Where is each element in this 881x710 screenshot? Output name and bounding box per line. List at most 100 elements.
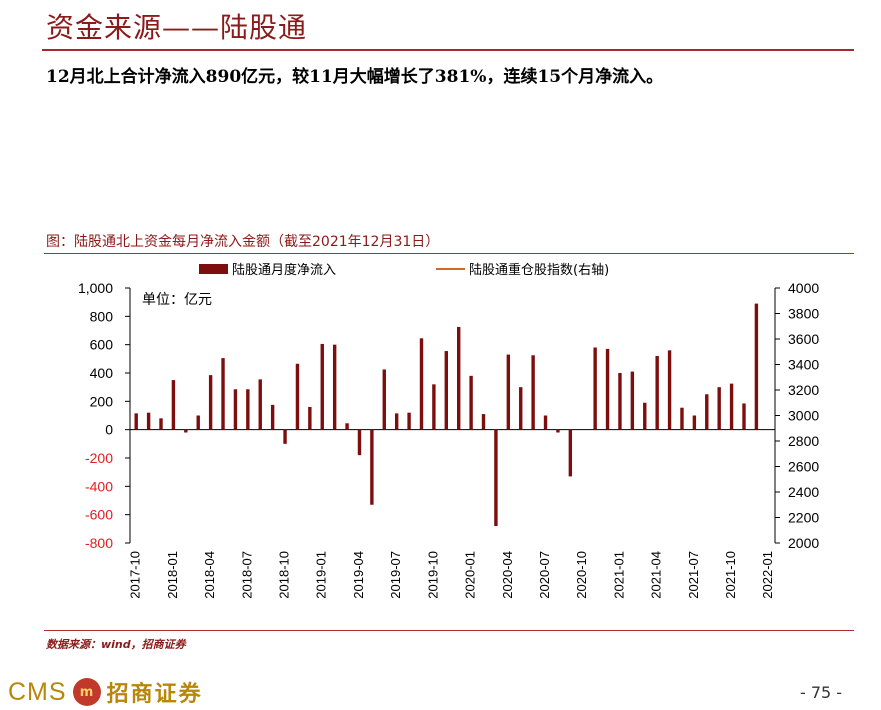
x-tick-label: 2020-01 [463,551,478,599]
logo-mark-icon: m [72,678,101,706]
bar-2021-04 [655,356,659,430]
bar-2020-02 [481,414,486,430]
bar-2021-12 [754,303,759,430]
left-axis-tick-label: -600 [85,507,113,523]
bar-2017-11 [146,412,151,430]
unit-label: 单位：亿元 [142,292,212,308]
legend-item-bar: 陆股通月度净流入 [199,259,336,278]
bar-2018-07 [246,389,250,430]
right-axis-tick-label: 4000 [788,280,819,296]
bar-2018-10 [283,429,287,444]
bar-2021-02 [630,371,635,430]
x-tick-label: 2021-04 [649,551,664,599]
bar-2018-04 [208,375,213,430]
bar-2021-07 [692,415,697,430]
bar-2020-04 [506,354,511,430]
x-tick-label: 2018-04 [202,551,217,599]
right-axis-tick-label: 2400 [788,484,819,500]
x-tick-label: 2022-01 [760,551,775,599]
bar-2021-01 [618,373,622,430]
right-axis-tick-label: 3400 [788,357,819,373]
bar-2018-03 [196,415,200,430]
bar-2019-01 [320,343,324,430]
legend-swatch-bar [199,263,228,274]
bar-2019-07 [394,413,399,430]
page-number: - 75 - [800,683,843,702]
right-axis-tick-label: 3600 [788,331,819,347]
bar-2020-01 [469,375,473,430]
bar-2020-06 [531,355,535,430]
left-axis-tick-label: -800 [85,535,113,551]
bar-2021-08 [705,394,709,430]
left-axis-tick-label: 1,000 [78,280,113,296]
bar-2019-08 [407,412,411,430]
right-axis-tick-label: 2200 [788,510,819,526]
x-tick-label: 2020-04 [500,551,515,599]
bar-2021-03 [643,402,647,430]
left-axis-tick-label: 0 [105,422,113,438]
bar-2020-12 [605,348,610,430]
right-axis-tick-label: 3000 [788,408,819,424]
bar-2019-12 [457,326,461,430]
x-tick-label: 2019-04 [351,551,366,599]
x-tick-label: 2019-07 [388,551,403,599]
bar-2019-06 [382,369,386,430]
bar-2018-06 [233,389,238,430]
left-axis-tick-label: 600 [90,337,114,353]
logo-latin-text: CMS [8,677,67,706]
bar-2019-10 [432,384,436,430]
bar-2021-10 [729,383,734,430]
x-tick-label: 2021-01 [611,551,626,599]
right-axis-tick-label: 2000 [788,535,819,551]
bar-2020-08 [556,429,560,433]
logo-company-name: 招商证券 [106,682,203,707]
bar-2017-12 [159,418,163,430]
bar-2018-05 [221,358,225,430]
x-tick-label: 2018-07 [239,551,254,599]
bar-2020-11 [593,347,597,430]
bar-2018-08 [258,379,262,430]
bar-2017-10 [134,413,138,430]
bar-2018-09 [270,404,275,430]
right-axis-tick-label: 2800 [788,433,819,449]
bar-2019-04 [357,429,362,456]
legend-label-line: 陆股通重仓股指数(右轴) [469,263,610,278]
x-tick-label: 2018-10 [276,551,291,599]
bar-2018-02 [184,429,188,433]
x-tick-label: 2020-07 [537,551,552,599]
left-axis-tick-label: 200 [90,393,114,409]
right-axis-tick-label: 2600 [788,459,819,475]
bar-2020-05 [519,387,523,430]
x-tick-label: 2019-10 [425,551,440,599]
left-axis-tick-label: -400 [85,478,113,494]
bar-2021-06 [680,407,684,430]
x-tick-label: 2019-01 [314,551,329,599]
legend-item-line: 陆股通重仓股指数(右轴) [436,259,609,278]
x-tick-label: 2021-10 [723,551,738,599]
bar-2019-03 [345,423,349,430]
right-axis-tick-label: 3200 [788,382,819,398]
figure-title-divider [44,253,854,254]
bar-2019-02 [332,344,337,430]
bar-2021-05 [667,350,672,430]
bar-2020-07 [543,415,548,430]
bar-2020-03 [494,429,498,526]
bar-2018-12 [308,407,312,430]
x-tick-label: 2020-10 [574,551,589,599]
bar-2019-11 [444,351,448,430]
company-logo: CMS m 招商证券 [8,676,203,708]
bar-2018-11 [295,363,300,430]
figure-title: 图：陆股通北上资金每月净流入金额（截至2021年12月31日） [46,234,440,250]
bar-2021-09 [717,387,721,430]
bar-2018-01 [171,380,176,430]
legend-label-bar: 陆股通月度净流入 [232,263,337,278]
title-divider [42,49,854,51]
x-tick-label: 2018-01 [165,551,180,599]
right-axis-tick-label: 3800 [788,306,819,322]
page-subtitle: 12月北上合计净流入890亿元，较11月大幅增长了381%，连续15个月净流入。 [46,67,664,87]
legend-swatch-line [436,267,465,270]
source-divider [44,630,854,631]
bar-2021-11 [742,403,746,430]
bar-2019-09 [419,338,424,430]
